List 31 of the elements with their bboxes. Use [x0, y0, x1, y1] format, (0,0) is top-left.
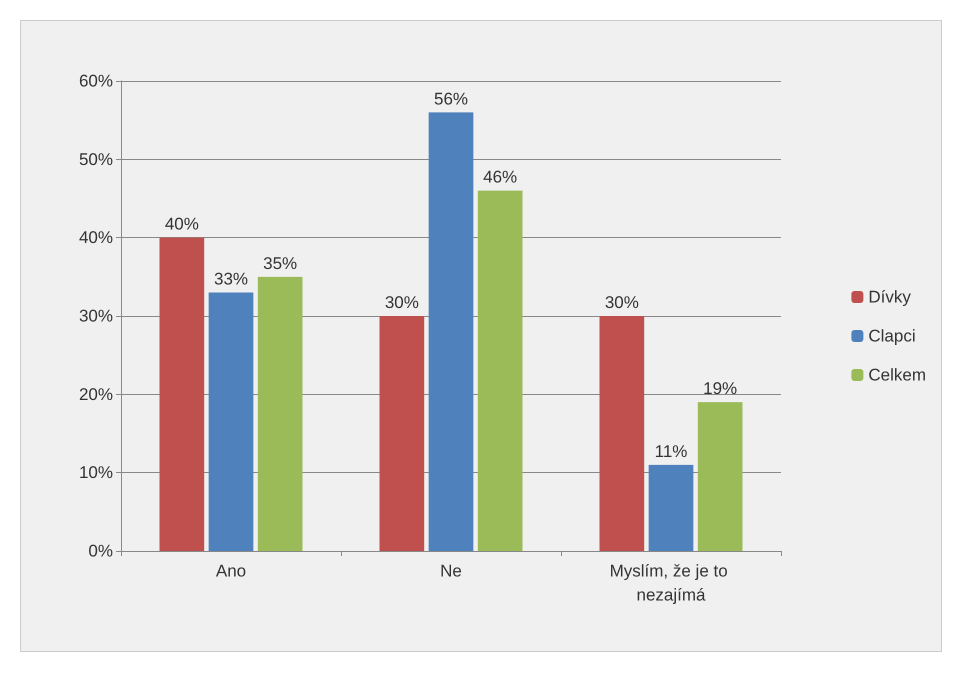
legend-label: Celkem — [868, 366, 926, 384]
bar — [698, 402, 742, 551]
data-label: 56% — [434, 89, 468, 108]
data-label: 33% — [214, 270, 248, 288]
x-tick-label: Ano — [216, 562, 246, 580]
x-tick-label: Ne — [440, 562, 462, 580]
y-tick-label: 0% — [88, 542, 113, 560]
data-label: 11% — [654, 442, 688, 461]
y-tick-label: 50% — [78, 150, 113, 169]
data-label: 40% — [164, 214, 199, 234]
y-tick-label: 40% — [78, 228, 113, 248]
y-tick-label: 10% — [78, 463, 113, 482]
bar — [648, 464, 694, 551]
y-tick-label: 60% — [78, 72, 113, 90]
bar — [380, 316, 424, 551]
legend-label: Dívky — [868, 288, 912, 306]
data-label: 35% — [263, 254, 298, 273]
bar — [160, 238, 204, 551]
bar — [258, 276, 302, 551]
data-label: 46% — [483, 168, 518, 187]
x-tick-label: Myslím, že je to nezajímá — [610, 562, 732, 604]
legend-label: Clapci — [868, 326, 916, 346]
y-tick-label: 30% — [78, 306, 113, 326]
bar — [600, 316, 644, 551]
data-label: 19% — [703, 379, 738, 398]
bar — [428, 112, 474, 551]
bar — [478, 190, 522, 551]
data-label: 30% — [384, 293, 419, 312]
data-label: 30% — [604, 293, 639, 312]
y-tick-label: 20% — [78, 384, 113, 404]
bar — [208, 292, 254, 551]
